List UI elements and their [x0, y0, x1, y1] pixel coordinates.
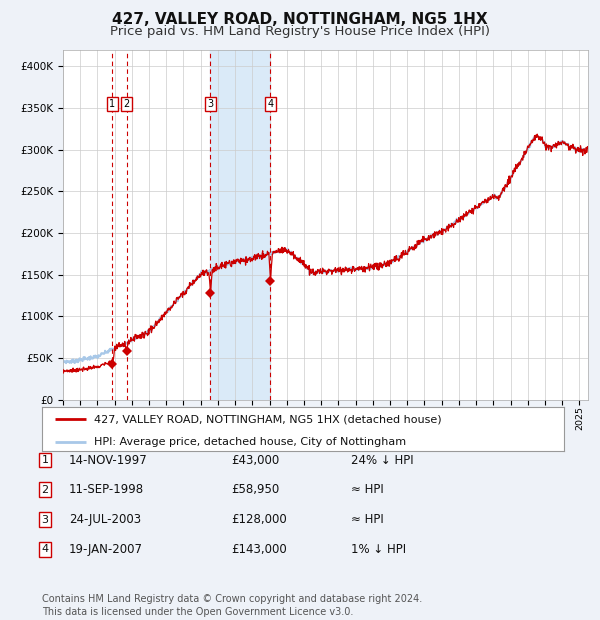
Text: 24% ↓ HPI: 24% ↓ HPI: [351, 454, 413, 466]
Text: 2: 2: [41, 485, 49, 495]
Bar: [211, 50, 271, 400]
Text: 19-JAN-2007: 19-JAN-2007: [69, 543, 143, 556]
Text: £143,000: £143,000: [231, 543, 287, 556]
Text: 427, VALLEY ROAD, NOTTINGHAM, NG5 1HX (detached house): 427, VALLEY ROAD, NOTTINGHAM, NG5 1HX (d…: [94, 414, 442, 424]
Text: 3: 3: [207, 99, 214, 109]
Text: 4: 4: [268, 99, 274, 109]
Text: 1% ↓ HPI: 1% ↓ HPI: [351, 543, 406, 556]
Text: 24-JUL-2003: 24-JUL-2003: [69, 513, 141, 526]
Text: ≈ HPI: ≈ HPI: [351, 484, 384, 496]
Text: 11-SEP-1998: 11-SEP-1998: [69, 484, 144, 496]
Text: 3: 3: [41, 515, 49, 525]
Text: 427, VALLEY ROAD, NOTTINGHAM, NG5 1HX: 427, VALLEY ROAD, NOTTINGHAM, NG5 1HX: [112, 12, 488, 27]
Text: £128,000: £128,000: [231, 513, 287, 526]
Text: £58,950: £58,950: [231, 484, 279, 496]
Text: 4: 4: [41, 544, 49, 554]
Text: Contains HM Land Registry data © Crown copyright and database right 2024.
This d: Contains HM Land Registry data © Crown c…: [42, 594, 422, 617]
Text: 2: 2: [124, 99, 130, 109]
Text: HPI: Average price, detached house, City of Nottingham: HPI: Average price, detached house, City…: [94, 436, 406, 446]
Text: 1: 1: [109, 99, 115, 109]
Text: 14-NOV-1997: 14-NOV-1997: [69, 454, 148, 466]
Text: 1: 1: [41, 455, 49, 465]
Text: £43,000: £43,000: [231, 454, 279, 466]
Text: Price paid vs. HM Land Registry's House Price Index (HPI): Price paid vs. HM Land Registry's House …: [110, 25, 490, 38]
Text: ≈ HPI: ≈ HPI: [351, 513, 384, 526]
